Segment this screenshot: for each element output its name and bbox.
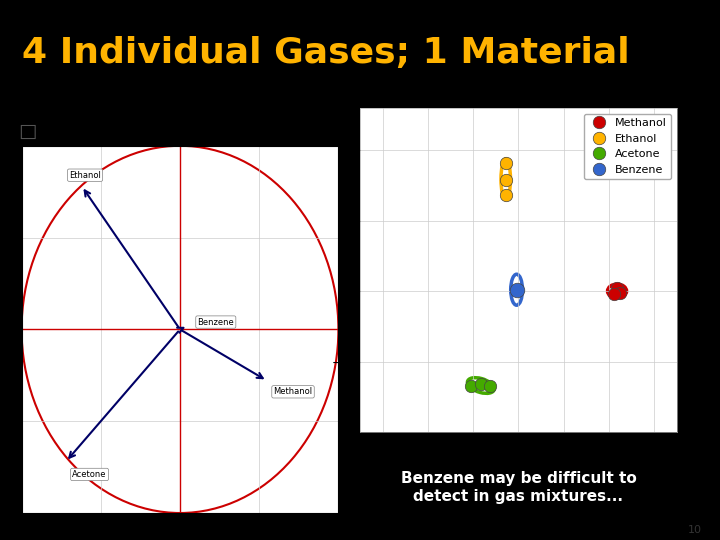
Text: 10: 10 xyxy=(688,524,702,535)
Text: (reference plot for unknown gases): (reference plot for unknown gases) xyxy=(47,161,364,179)
Text: □: □ xyxy=(18,122,37,140)
Text: Methanol: Methanol xyxy=(274,387,312,396)
Point xyxy=(475,380,487,388)
Point xyxy=(500,191,511,200)
Text: Benzene may be difficult to
detect in gas mixtures...: Benzene may be difficult to detect in ga… xyxy=(400,471,636,503)
Point xyxy=(500,176,511,184)
Text: 4 Individual Gases; 1 Material: 4 Individual Gases; 1 Material xyxy=(22,37,629,70)
Point xyxy=(500,159,511,167)
Point xyxy=(614,288,626,297)
Point xyxy=(510,286,522,294)
Legend: Methanol, Ethanol, Acetone, Benzene: Methanol, Ethanol, Acetone, Benzene xyxy=(584,113,671,179)
Point xyxy=(608,289,620,298)
Text: easy distinction between all 4 gases: easy distinction between all 4 gases xyxy=(114,120,448,138)
Text: Benzene: Benzene xyxy=(197,318,234,327)
Text: Acetone: Acetone xyxy=(72,470,107,479)
X-axis label: Factor 1 : 33.29%: Factor 1 : 33.29% xyxy=(138,538,222,540)
Point xyxy=(485,382,496,390)
Point xyxy=(465,382,477,390)
Text: Scores:: Scores: xyxy=(47,120,122,138)
Point xyxy=(611,284,623,292)
Text: Ethanol: Ethanol xyxy=(69,171,101,180)
